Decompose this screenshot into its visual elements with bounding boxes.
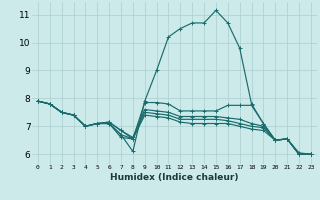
- X-axis label: Humidex (Indice chaleur): Humidex (Indice chaleur): [110, 173, 239, 182]
